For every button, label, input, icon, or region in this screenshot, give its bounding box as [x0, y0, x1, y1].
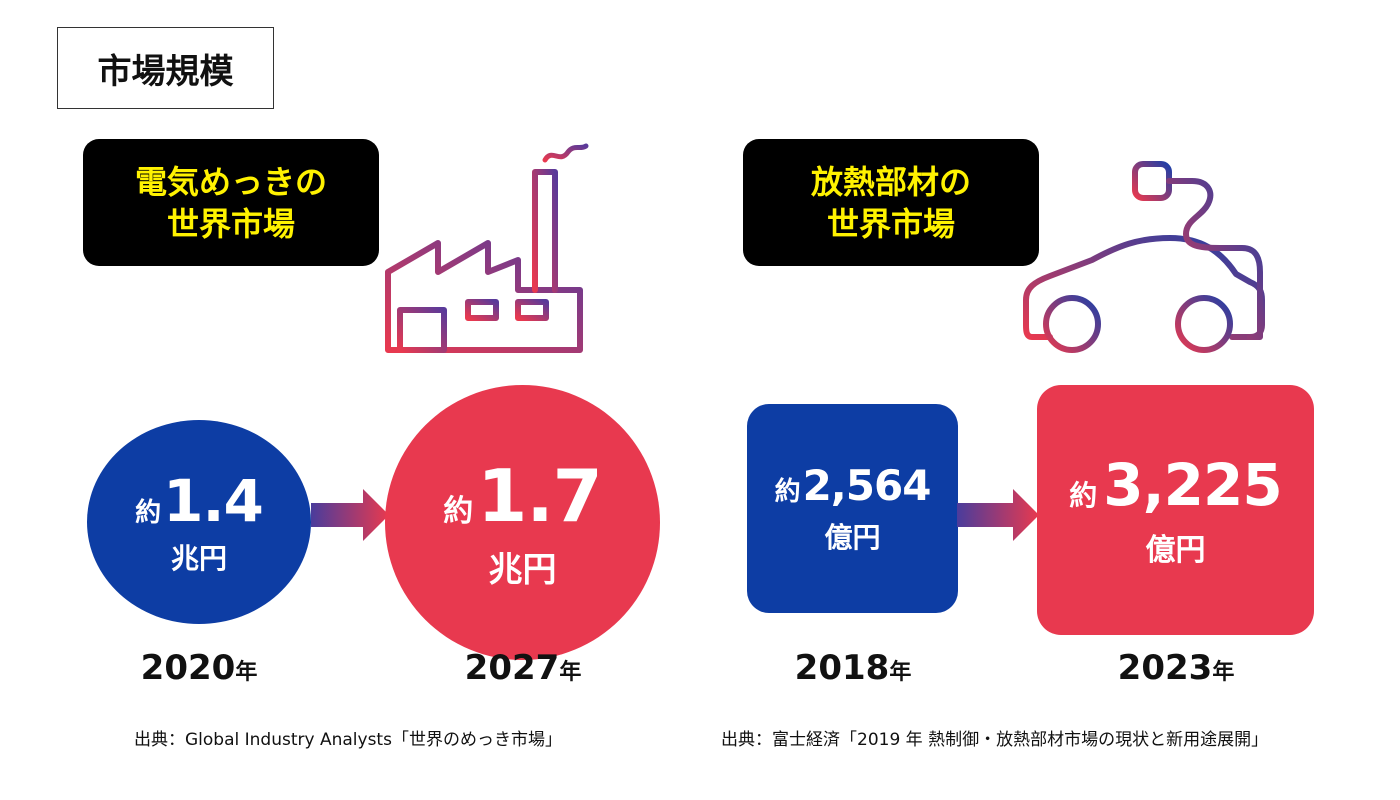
year-2023: 2023: [1117, 648, 1213, 688]
heat-label-line1: 放熱部材の: [810, 162, 971, 201]
plating-market-label: 電気めっきの 世界市場: [83, 139, 379, 266]
plating-label-line1: 電気めっきの: [134, 162, 327, 201]
year-2023-label: 2023年: [1076, 648, 1276, 688]
value-2027-circle: 約 1.7 兆円: [385, 385, 660, 660]
heat-label-line2: 世界市場: [826, 204, 955, 243]
value-2018-box: 約 2,564 億円: [747, 404, 958, 613]
value-2020-circle: 約 1.4 兆円: [87, 420, 311, 624]
year-2020-label: 2020年: [99, 648, 299, 688]
approx-prefix: 約: [135, 498, 162, 528]
section-title: 市場規模: [57, 27, 274, 109]
heat-dissipation-market-label: 放熱部材の 世界市場: [743, 139, 1039, 266]
value-2018: 2,564: [802, 461, 932, 510]
year-2018: 2018: [794, 648, 890, 688]
unit-2018: 億円: [824, 521, 881, 554]
unit-2020: 兆円: [170, 542, 227, 575]
factory-icon: [385, 143, 589, 353]
source-plating: 出典：Global Industry Analysts「世界のめっき市場」: [134, 730, 562, 750]
year-2018-label: 2018年: [753, 648, 953, 688]
year-2027-label: 2027年: [423, 648, 623, 688]
year-suffix: 年: [889, 660, 912, 685]
plating-label-line2: 世界市場: [166, 204, 295, 243]
value-2020: 1.4: [163, 467, 264, 535]
arrow-right-icon: [957, 489, 1039, 541]
unit-2023: 億円: [1145, 533, 1206, 568]
approx-prefix: 約: [774, 477, 801, 507]
value-2027: 1.7: [477, 454, 603, 538]
value-2023: 3,225: [1103, 451, 1282, 519]
arrow-right-icon: [311, 489, 389, 541]
approx-prefix: 約: [1069, 479, 1098, 512]
source-heat-dissipation: 出典：富士経済「2019 年 熱制御・放熱部材市場の現状と新用途展開」: [721, 730, 1269, 750]
unit-2027: 兆円: [488, 550, 557, 590]
year-suffix: 年: [559, 660, 582, 685]
value-2023-box: 約 3,225 億円: [1037, 385, 1314, 635]
electric-car-plug-icon: [1023, 161, 1265, 353]
year-2020: 2020: [140, 648, 236, 688]
year-suffix: 年: [1212, 660, 1235, 685]
approx-prefix: 約: [443, 494, 474, 529]
year-suffix: 年: [235, 660, 258, 685]
year-2027: 2027: [464, 648, 560, 688]
